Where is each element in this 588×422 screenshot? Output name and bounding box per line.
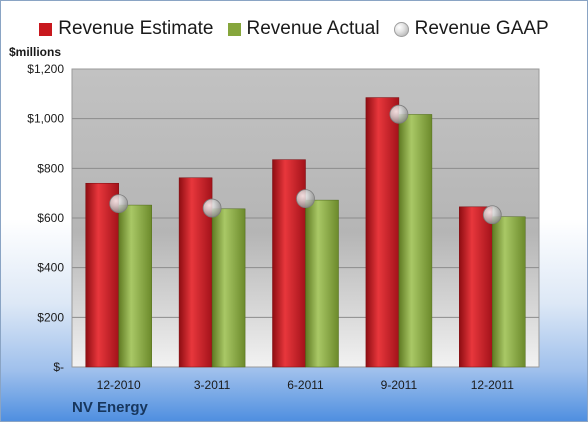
y-axis-unit-label: $millions bbox=[9, 45, 62, 59]
marker-revenue-gaap bbox=[202, 198, 222, 218]
bar-revenue-estimate bbox=[459, 206, 493, 368]
legend: Revenue Estimate Revenue Actual Revenue … bbox=[1, 17, 587, 41]
marker-revenue-gaap bbox=[109, 194, 129, 213]
legend-label-actual: Revenue Actual bbox=[246, 18, 380, 39]
legend-item-gaap: Revenue GAAP bbox=[393, 18, 549, 40]
y-axis-ticks: $- $200 $400 $600 $800 $1,000 $1,200 bbox=[27, 62, 64, 374]
x-tick-label: 12-2011 bbox=[471, 378, 514, 392]
y-tick-label: $200 bbox=[37, 310, 64, 324]
y-tick-label: $1,200 bbox=[27, 62, 64, 76]
legend-swatch-estimate bbox=[39, 22, 53, 36]
bar-revenue-actual bbox=[211, 208, 246, 368]
legend-swatch-actual bbox=[227, 22, 241, 36]
marker-revenue-gaap bbox=[482, 205, 502, 225]
legend-item-actual: Revenue Actual bbox=[227, 18, 380, 40]
bars bbox=[85, 97, 526, 368]
legend-swatch-gaap bbox=[393, 21, 409, 37]
bar-revenue-actual bbox=[305, 199, 339, 368]
x-axis-ticks: 12-2010 3-2011 6-2011 9-2011 12-2011 bbox=[97, 378, 515, 392]
bar-revenue-actual bbox=[398, 114, 433, 368]
y-tick-label: $600 bbox=[37, 211, 64, 225]
y-tick-label: $- bbox=[53, 360, 64, 374]
y-tick-label: $400 bbox=[37, 261, 64, 275]
legend-label-gaap: Revenue GAAP bbox=[414, 18, 549, 39]
x-tick-label: 9-2011 bbox=[381, 378, 418, 392]
x-tick-label: 3-2011 bbox=[194, 378, 231, 392]
bar-revenue-estimate bbox=[365, 97, 400, 368]
company-name: NV Energy bbox=[72, 399, 148, 416]
marker-revenue-gaap bbox=[389, 104, 409, 124]
bar-revenue-actual bbox=[492, 216, 526, 368]
y-tick-label: $1,000 bbox=[27, 112, 64, 126]
x-tick-label: 6-2011 bbox=[287, 378, 324, 392]
y-tick-label: $800 bbox=[37, 161, 64, 175]
gaap-markers bbox=[109, 104, 502, 225]
x-tick-label: 12-2010 bbox=[97, 378, 141, 392]
legend-item-estimate: Revenue Estimate bbox=[39, 18, 214, 40]
legend-label-estimate: Revenue Estimate bbox=[58, 18, 214, 39]
bar-revenue-actual bbox=[118, 204, 152, 368]
marker-revenue-gaap bbox=[296, 189, 315, 209]
